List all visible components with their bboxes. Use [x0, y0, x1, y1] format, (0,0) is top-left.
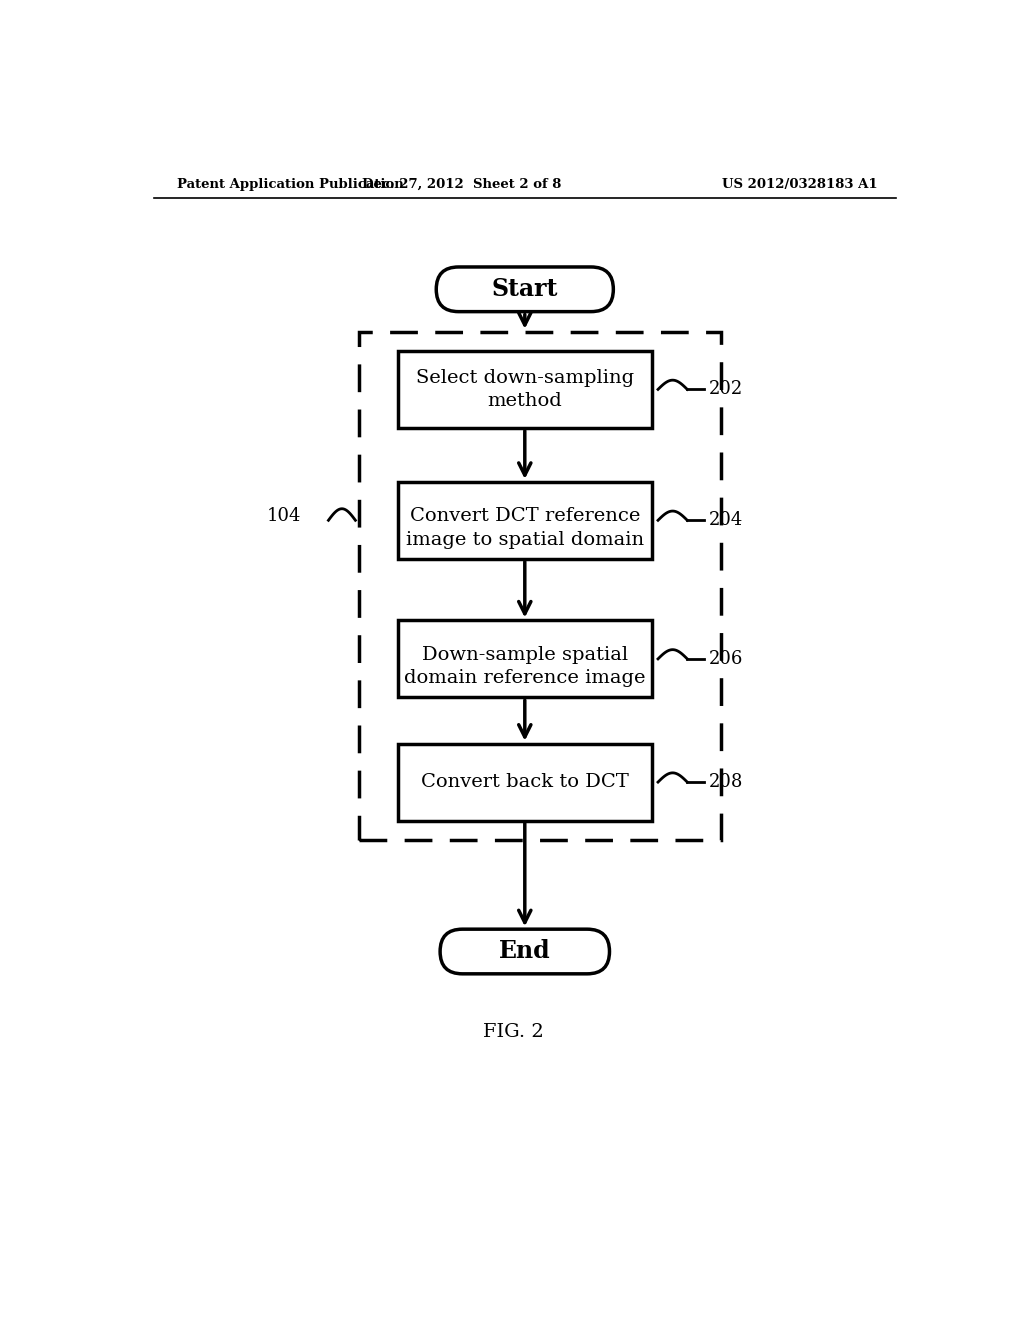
Text: Select down-sampling
method: Select down-sampling method — [416, 368, 634, 411]
Text: 206: 206 — [709, 649, 743, 668]
Bar — [397, 743, 652, 821]
Bar — [397, 482, 652, 558]
Text: End: End — [499, 940, 551, 964]
FancyBboxPatch shape — [440, 929, 609, 974]
Text: Convert back to DCT: Convert back to DCT — [421, 774, 629, 791]
FancyBboxPatch shape — [436, 267, 613, 312]
Text: Convert DCT reference
image to spatial domain: Convert DCT reference image to spatial d… — [406, 507, 644, 549]
Text: 202: 202 — [709, 380, 743, 399]
Text: Patent Application Publication: Patent Application Publication — [177, 178, 403, 191]
Text: Down-sample spatial
domain reference image: Down-sample spatial domain reference ima… — [404, 645, 645, 688]
Text: 204: 204 — [709, 511, 743, 529]
Text: FIG. 2: FIG. 2 — [483, 1023, 544, 1041]
Text: US 2012/0328183 A1: US 2012/0328183 A1 — [722, 178, 878, 191]
Bar — [397, 620, 652, 697]
Text: Start: Start — [492, 277, 558, 301]
Text: 208: 208 — [709, 774, 743, 791]
Text: Dec. 27, 2012  Sheet 2 of 8: Dec. 27, 2012 Sheet 2 of 8 — [361, 178, 561, 191]
Bar — [359, 331, 721, 840]
Text: 104: 104 — [267, 507, 301, 525]
Bar — [397, 351, 652, 428]
